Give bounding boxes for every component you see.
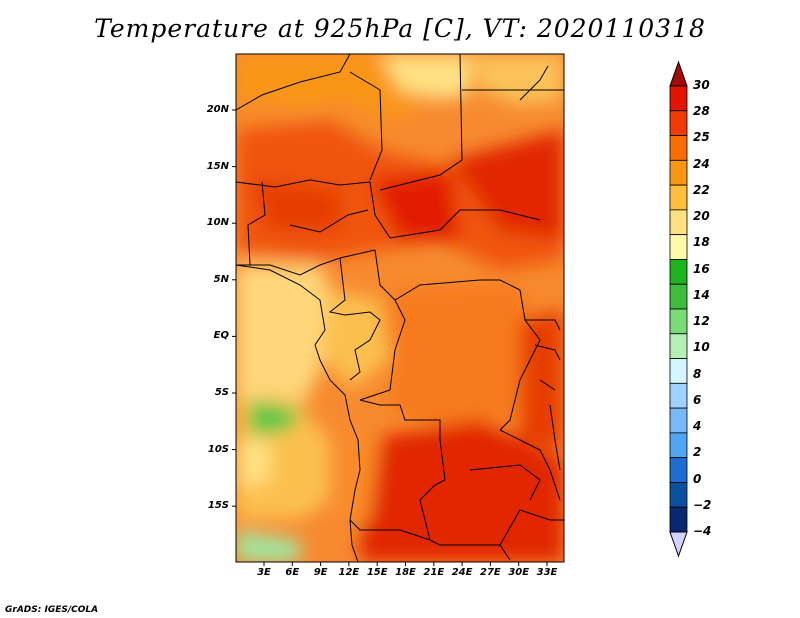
colorbar-swatch xyxy=(669,382,688,409)
x-tick-label: 3E xyxy=(257,567,271,578)
colorbar-level-label: 30 xyxy=(693,78,710,92)
x-tick-label: 6E xyxy=(285,567,300,578)
colorbar-level-label: 8 xyxy=(693,366,702,381)
field-chad-hot xyxy=(370,170,460,240)
colorbar-level-label: 4 xyxy=(693,419,702,434)
y-tick-label: 10S xyxy=(207,443,229,455)
x-tick-label: 12E xyxy=(338,567,360,578)
colorbar-level-label: 16 xyxy=(693,261,710,276)
colorbar-level-label: 14 xyxy=(693,287,710,302)
temperature-field xyxy=(236,54,564,562)
field-south-green xyxy=(236,530,300,562)
x-axis-ticks xyxy=(263,562,548,566)
x-tick-label: 9E xyxy=(313,567,328,578)
field-congo xyxy=(390,285,540,430)
field-north-east xyxy=(470,54,564,105)
chart-title: Temperature at 925hPa [C], VT: 202011031… xyxy=(94,14,706,43)
colorbar-level-label: −4 xyxy=(693,524,712,538)
country-borders xyxy=(236,54,564,562)
map-frame xyxy=(235,53,565,563)
colorbar-swatch xyxy=(669,85,688,112)
field-north-orange xyxy=(236,54,420,120)
colorbar-swatch xyxy=(669,457,688,483)
x-tick-label: 33E xyxy=(536,567,558,578)
field-yellow-coast xyxy=(236,440,270,490)
y-tick-label: 15N xyxy=(206,160,229,172)
colorbar-swatch xyxy=(669,358,688,384)
colorbar-level-label: 22 xyxy=(693,182,710,197)
colorbar-swatch xyxy=(669,482,688,508)
field-atlantic-yellow xyxy=(236,265,340,410)
colorbar-swatch xyxy=(669,135,688,161)
y-tick-label: 10N xyxy=(206,217,229,229)
colorbar-swatch xyxy=(669,209,688,236)
field-nigeria-hot xyxy=(250,180,340,230)
y-tick-label: EQ xyxy=(213,330,229,342)
x-tick-label: 21E xyxy=(423,567,445,578)
field-namibia-coast xyxy=(350,430,380,530)
field-gabon xyxy=(320,290,390,390)
y-axis-ticks xyxy=(232,109,236,507)
colorbar-swatch xyxy=(669,184,688,211)
y-tick-label: 15S xyxy=(207,500,229,512)
colorbar-swatch xyxy=(669,333,688,359)
colorbar-level-label: 24 xyxy=(693,156,710,171)
y-tick-label: 5N xyxy=(213,273,229,285)
colorbar-level-label: 12 xyxy=(693,314,710,329)
x-tick-label: 30E xyxy=(508,567,530,578)
colorbar-level-label: 28 xyxy=(693,104,710,119)
colorbar-swatch xyxy=(669,432,688,459)
field-green-patch xyxy=(250,400,300,435)
y-tick-label: 20N xyxy=(206,104,229,115)
colorbar-swatch xyxy=(669,308,688,335)
colorbar-level-label: 10 xyxy=(693,340,710,355)
colorbar-swatch xyxy=(669,259,688,285)
grads-credit: GrADS: IGES/COLA xyxy=(5,605,99,615)
colorbar-level-label: −2 xyxy=(693,497,712,512)
colorbar-swatch xyxy=(669,506,688,533)
colorbar-level-label: 20 xyxy=(693,209,710,224)
x-tick-label: 24E xyxy=(451,567,473,578)
field-south-hot xyxy=(360,420,564,562)
field-sudan-hot xyxy=(450,130,564,240)
field-east-hot xyxy=(520,310,564,450)
colorbar xyxy=(669,60,688,558)
colorbar-swatch xyxy=(669,234,688,260)
colorbar-level-label: 0 xyxy=(693,471,702,486)
colorbar-swatch xyxy=(669,110,688,136)
colorbar-bottom-triangle xyxy=(669,531,688,558)
colorbar-top-triangle xyxy=(669,60,688,87)
colorbar-level-label: 25 xyxy=(693,130,710,145)
x-tick-label: 15E xyxy=(366,567,388,578)
colorbar-swatch xyxy=(669,283,688,310)
colorbar-level-label: 18 xyxy=(693,235,710,250)
colorbar-swatch xyxy=(669,407,688,434)
field-north-yellow xyxy=(380,54,470,100)
colorbar-level-label: 2 xyxy=(693,445,702,460)
colorbar-swatch xyxy=(669,159,688,186)
y-tick-label: 5S xyxy=(214,387,229,398)
colorbar-level-label: 6 xyxy=(693,392,702,407)
x-tick-label: 18E xyxy=(395,567,416,578)
x-tick-label: 27E xyxy=(480,567,501,578)
